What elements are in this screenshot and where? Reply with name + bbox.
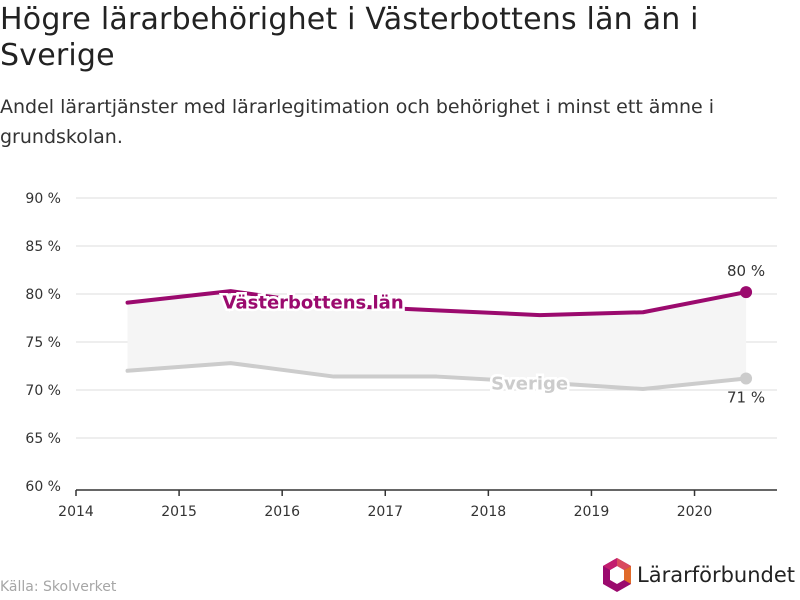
series-end-point: [740, 372, 753, 385]
source-note: Källa: Skolverket: [0, 579, 117, 595]
series-end-point: [740, 286, 753, 299]
chart-subtitle: Andel lärartjänster med lärarlegitimatio…: [0, 96, 715, 148]
y-tick-label: 75 %: [25, 335, 61, 351]
x-tick-label: 2014: [58, 504, 94, 520]
end-value-label: 80 %: [727, 262, 765, 280]
series-line: [125, 289, 749, 318]
y-tick-label: 85 %: [25, 239, 61, 255]
x-tick-label: 2018: [471, 504, 507, 520]
series-name-label: Västerbottens län: [223, 293, 404, 314]
x-tick-label: 2017: [367, 504, 403, 520]
x-axis: 2014 2015 2016 2017 2018 2019 2020: [58, 489, 777, 520]
series-name-label: Sverige: [491, 374, 568, 395]
y-tick-label: 90 %: [25, 191, 61, 207]
x-tick-label: 2016: [264, 504, 300, 520]
x-tick-label: 2019: [574, 504, 610, 520]
y-tick-label: 80 %: [25, 287, 61, 303]
chart-title: Högre lärarbehörighet i Västerbottens lä…: [0, 2, 699, 73]
range-band: [127, 291, 747, 390]
lararforbundet-logo-icon: [603, 558, 631, 592]
brand-logo: Lärarförbundet: [601, 556, 795, 594]
series-labels: Västerbottens län Sverige 80 % 71 %: [220, 262, 765, 406]
end-value-label: 71 %: [727, 388, 765, 406]
series-line: [125, 361, 749, 392]
x-tick-label: 2020: [677, 504, 713, 520]
logo-text: Lärarförbundet: [637, 563, 796, 587]
y-tick-label: 70 %: [25, 383, 61, 399]
y-tick-label: 60 %: [25, 479, 61, 495]
y-tick-label: 65 %: [25, 431, 61, 447]
y-axis-labels: 60 % 65 % 70 % 75 % 80 % 85 % 90 %: [25, 191, 61, 495]
series-lines: [125, 286, 753, 392]
difference-band: [127, 291, 747, 390]
x-tick-label: 2015: [161, 504, 197, 520]
